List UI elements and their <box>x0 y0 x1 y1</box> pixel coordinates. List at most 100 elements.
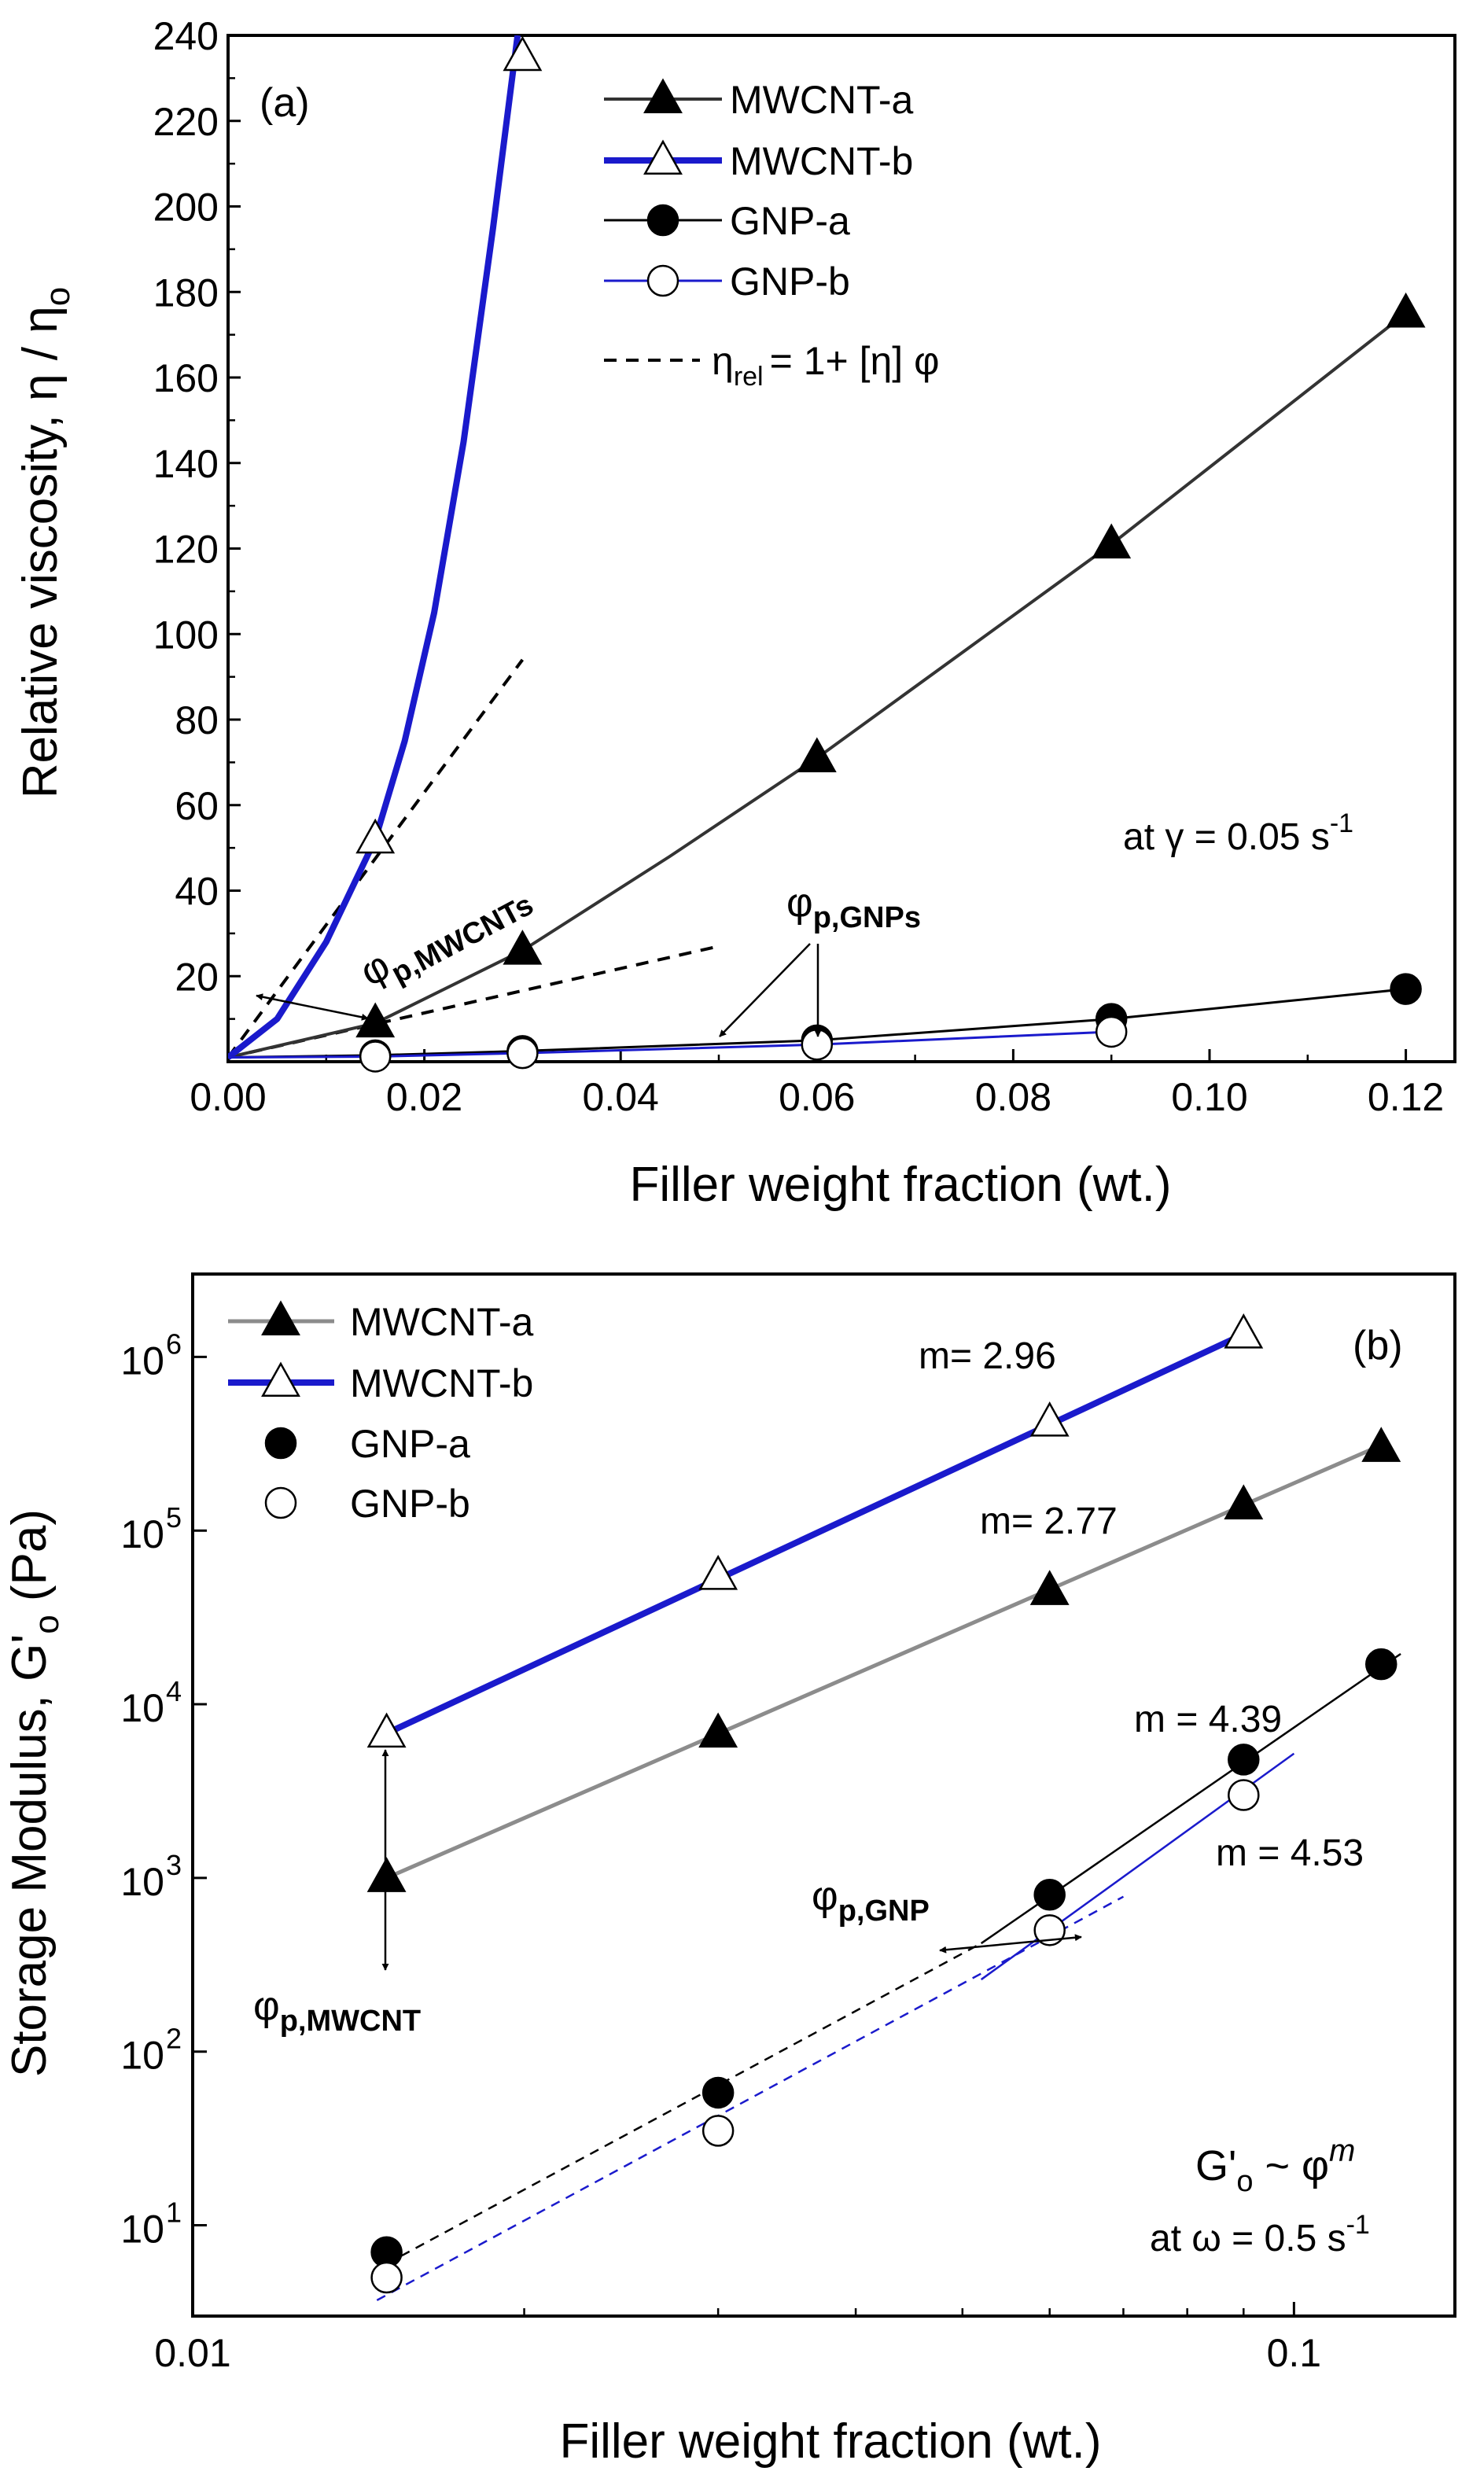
legend-a-marker-mwcnt-a <box>643 78 683 114</box>
panel-b-y-tick-label: 10 <box>120 2034 164 2078</box>
panel-b-x-ticks: 0.01 0.1 <box>154 2302 1321 2375</box>
panel-a-y-tick-label: 240 <box>153 14 219 58</box>
point-mwcnt-a <box>503 930 543 965</box>
panel-b-y-tick-exponent: 6 <box>166 1328 182 1360</box>
legend-b-marker-gnp-a <box>264 1427 297 1460</box>
point-mwcnt-a <box>797 737 837 772</box>
panel-b-x-axis-label: Filler weight fraction (wt.) <box>559 2414 1101 2469</box>
panel-a-phi-gnp-label: φp,GNPs <box>786 880 921 934</box>
panel-a-x-axis-label: Filler weight fraction (wt.) <box>629 1158 1171 1212</box>
legend-b-label-mwcnt-a: MWCNT-a <box>350 1300 533 1344</box>
point-mwcnt-b <box>1224 1313 1264 1349</box>
panel-a-y-ticks: 20 40 60 80 100 120 140 160 180 200 220 240 <box>153 14 241 1020</box>
slope-label-mwcnt-b: m= 2.96 <box>919 1335 1056 1377</box>
point-mwcnt-a <box>1386 292 1426 328</box>
panel-a-x-tick-label: 0.06 <box>779 1075 855 1119</box>
legend-b-label-mwcnt-b: MWCNT-b <box>350 1361 533 1405</box>
panel-a-y-tick-label: 220 <box>153 100 219 144</box>
panel-a-y-tick-label: 20 <box>175 955 219 999</box>
panel-a-x-tick-label: 0.10 <box>1171 1075 1247 1119</box>
legend-b-marker-gnp-b <box>264 1486 297 1519</box>
point-mwcnt-a <box>1224 1484 1264 1519</box>
point-mwcnt-b <box>355 818 396 854</box>
point-mwcnt-a <box>698 1712 738 1748</box>
slope-label-gnp-b: m = 4.53 <box>1216 1832 1364 1874</box>
panel-a-y-tick-label: 60 <box>175 784 219 828</box>
panel-b-y-tick-label: 10 <box>120 1860 164 1904</box>
slope-label-mwcnt-a: m= 2.77 <box>980 1501 1118 1542</box>
panel-b-power-law: G'o ~ φm <box>1195 2134 1355 2198</box>
panel-a-y-tick-label: 80 <box>175 698 219 742</box>
point-gnp-a <box>1390 973 1422 1005</box>
panel-b-condition: at ω = 0.5 s-1 <box>1150 2210 1370 2259</box>
point-mwcnt-a <box>1092 523 1132 559</box>
fit-line-gnp-b-extrapolation <box>376 1895 1125 2301</box>
panel-b-points <box>366 1313 1401 2294</box>
panel-b-y-tick-exponent: 3 <box>166 1849 182 1881</box>
panel-b-plot-frame <box>191 1272 1456 2318</box>
point-gnp-b <box>1095 1015 1128 1048</box>
panel-a-x-tick-label: 0.08 <box>975 1075 1051 1119</box>
fit-line-gnp-a-extrapolation <box>385 1942 982 2265</box>
legend-b-marker-mwcnt-b <box>261 1361 300 1398</box>
panel-b-phi-gnp-label: φp,GNP <box>812 1873 930 1928</box>
legend-a-label-formula: ηrel = 1+ [η] φ <box>712 339 940 392</box>
panel-b-y-tick-label: 10 <box>120 1339 164 1383</box>
panel-b-y-tick-label: 10 <box>120 1512 164 1556</box>
fit-line-mwcnt-a-fit <box>385 1443 1383 1880</box>
panel-a-condition: at γ = 0.05 s-1 <box>1123 808 1353 858</box>
legend-a-label-mwcnt-a: MWCNT-a <box>730 78 913 122</box>
panel-b-x-tick-label: 0.1 <box>1267 2331 1322 2375</box>
point-gnp-b <box>359 1040 392 1073</box>
panel-a-y-tick-label: 160 <box>153 356 219 400</box>
panel-a-y-axis-label: Relative viscosity, η / ηo <box>13 287 77 798</box>
panel-b-y-tick-exponent: 2 <box>166 2023 182 2055</box>
panel-a-y-tick-label: 40 <box>175 870 219 914</box>
panel-b-y-tick-exponent: 5 <box>166 1501 182 1534</box>
point-mwcnt-a <box>1361 1427 1401 1462</box>
panel-b-legend: MWCNT-a MWCNT-b GNP-a GNP-b <box>228 1300 533 1526</box>
point-mwcnt-b <box>503 35 543 72</box>
panel-a-x-tick-label: 0.04 <box>583 1075 659 1119</box>
dashed-line-mwcnt-linear <box>228 658 525 1059</box>
fit-line-mwcnt-b-fit <box>385 1331 1245 1736</box>
point-gnp-b <box>370 2261 403 2294</box>
panel-a-x-tick-label: 0.12 <box>1368 1075 1444 1119</box>
panel-b-y-tick-exponent: 4 <box>166 1675 182 1707</box>
fit-curve-mwcnt-b <box>228 35 521 1060</box>
panel-a-x-tick-label: 0.00 <box>190 1075 266 1119</box>
panel-b-phi-gnp-arrow <box>939 1934 1082 1954</box>
point-mwcnt-b <box>698 1554 738 1590</box>
panel-a-x-tick-label: 0.02 <box>386 1075 462 1119</box>
legend-b-label-gnp-b: GNP-b <box>350 1482 470 1526</box>
point-gnp-a <box>1364 1648 1397 1681</box>
slope-label-gnp-a: m = 4.39 <box>1134 1699 1282 1740</box>
panel-b-y-axis-label: Storage Modulus, G'o (Pa) <box>2 1509 66 2077</box>
legend-a-marker-mwcnt-b <box>643 139 683 175</box>
point-gnp-a <box>701 2076 735 2109</box>
panel-a-label: (a) <box>260 80 310 126</box>
panel-b-y-tick-exponent: 1 <box>166 2197 182 2229</box>
panel-a-x-ticks: 0.00 0.02 0.04 0.06 0.08 0.10 0.12 <box>190 1049 1444 1119</box>
legend-b-marker-mwcnt-a <box>261 1300 300 1336</box>
legend-a-marker-gnp-b <box>646 264 679 297</box>
panel-b-x-tick-label: 0.01 <box>154 2331 230 2375</box>
panel-a-y-tick-label: 200 <box>153 186 219 230</box>
panel-a-phi-mwcnt-label: φp,MWCNTs <box>352 870 539 1003</box>
legend-a-marker-gnp-a <box>646 204 679 237</box>
legend-a-label-gnp-a: GNP-a <box>730 199 850 243</box>
point-gnp-a <box>1228 1744 1260 1776</box>
panel-a-y-tick-label: 100 <box>153 613 219 657</box>
panel-b-label: (b) <box>1353 1323 1403 1368</box>
point-gnp-b <box>1228 1779 1260 1811</box>
legend-a-label-mwcnt-b: MWCNT-b <box>730 139 913 183</box>
panel-a-y-tick-label: 120 <box>153 528 219 572</box>
point-gnp-b <box>701 2115 735 2147</box>
point-mwcnt-a <box>366 1857 407 1892</box>
point-mwcnt-b <box>1029 1401 1070 1437</box>
panel-b-y-tick-label: 10 <box>120 1686 164 1730</box>
dashed-line-gnp-linear <box>228 945 720 1059</box>
panel-a-y-tick-label: 180 <box>153 271 219 315</box>
